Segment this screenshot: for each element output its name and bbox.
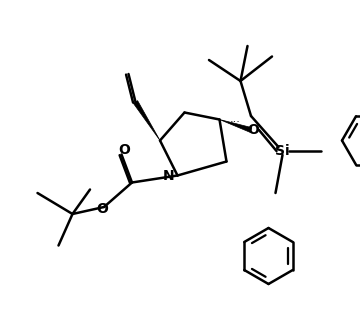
Text: N: N	[163, 168, 175, 182]
Text: O: O	[247, 123, 259, 137]
Text: Si: Si	[275, 144, 290, 158]
Text: O: O	[118, 144, 130, 158]
Polygon shape	[220, 120, 252, 133]
Text: ···: ···	[230, 118, 240, 128]
Polygon shape	[134, 101, 160, 141]
Text: O: O	[96, 202, 108, 216]
